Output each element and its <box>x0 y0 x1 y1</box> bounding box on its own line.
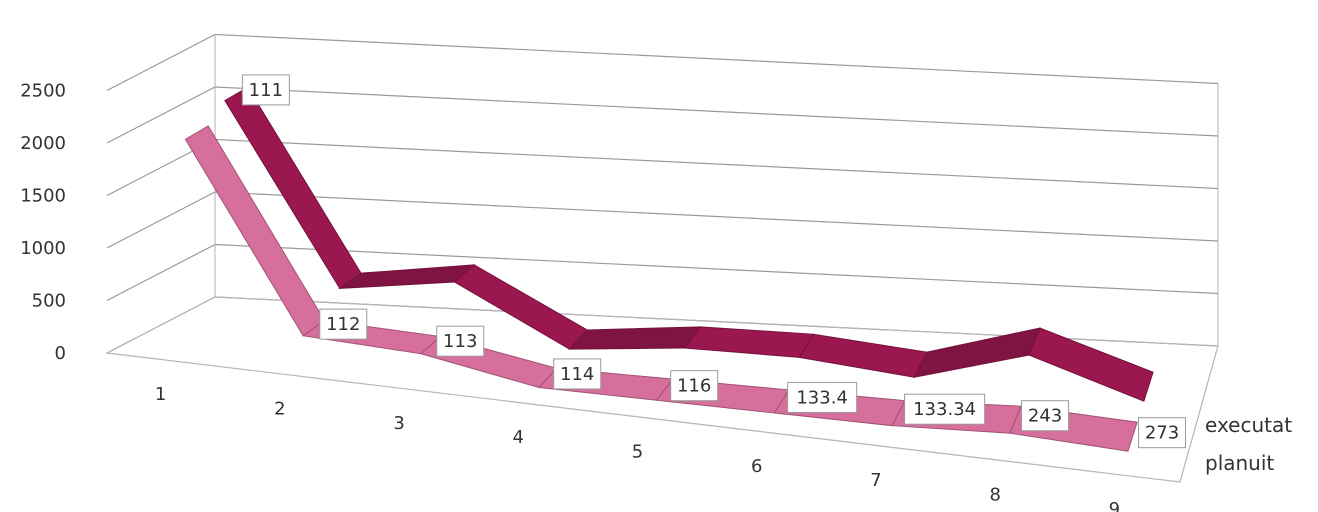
data-label-box <box>553 358 602 390</box>
data-label-text: 111 <box>249 80 283 101</box>
series-label-executat: executat <box>1205 413 1292 437</box>
y-tick-label: 1000 <box>20 238 66 259</box>
data-label-text: 112 <box>326 314 360 335</box>
data-label: 113 <box>436 325 485 357</box>
x-tick-label: 8 <box>989 485 1000 506</box>
executat-line-segment <box>338 264 476 290</box>
executat-line-segment <box>1028 327 1154 402</box>
label-layer: executat 111 planuit 112 113 114 116 133.4 133.3… <box>241 74 1292 475</box>
data-label-text: 133.4 <box>796 387 848 408</box>
data-label-box <box>787 381 858 413</box>
data-label: 116 <box>670 370 719 402</box>
y-tick-label: 1500 <box>20 186 66 207</box>
data-label-box <box>319 308 368 340</box>
x-tick-label: 9 <box>1109 499 1120 512</box>
data-label: 273 <box>1138 417 1187 449</box>
x-tick-label: 1 <box>155 384 166 405</box>
data-label-box <box>904 393 986 425</box>
x-tick-label: 3 <box>393 413 404 434</box>
floor-plane <box>104 296 1219 483</box>
executat-line-segment <box>568 326 702 350</box>
data-label: 133.4 <box>787 381 858 413</box>
x-tick-label: 5 <box>632 442 643 463</box>
executat-line-segment <box>683 326 815 358</box>
grid-layer <box>104 33 1219 483</box>
data-label: 114 <box>553 358 602 390</box>
data-label: 111 <box>241 74 290 106</box>
data-label-text: 273 <box>1145 423 1179 444</box>
executat-line-segment <box>913 327 1041 378</box>
data-label-text: 113 <box>443 331 477 352</box>
data-label-box <box>1021 400 1070 432</box>
series-label-planuit: planuit <box>1205 451 1274 475</box>
y-tick-label: 2000 <box>20 133 66 154</box>
data-label-box <box>436 325 485 357</box>
planuit-line-segment <box>184 125 326 337</box>
data-label: 243 <box>1021 400 1070 432</box>
data-label-box <box>1138 417 1187 449</box>
executat-line-segment <box>798 333 928 378</box>
data-label-text: 243 <box>1028 406 1062 427</box>
data-label: 133.34 <box>904 393 986 425</box>
data-label-text: 114 <box>560 364 594 385</box>
axis-layer: 0 500 1000 1500 2000 2500 1 2 3 4 5 6 7 8 9 <box>20 81 1120 512</box>
x-tick-label: 4 <box>513 427 524 448</box>
data-label-text: 116 <box>677 376 711 397</box>
data-label: 112 <box>319 308 368 340</box>
x-tick-label: 2 <box>274 399 285 420</box>
data-label-box <box>670 370 719 402</box>
y-tick-label: 0 <box>55 343 66 364</box>
data-label-text: 133.34 <box>913 399 976 420</box>
y-tick-label: 2500 <box>20 81 66 102</box>
x-tick-label: 6 <box>751 456 762 477</box>
y-tick-label: 500 <box>32 291 66 312</box>
data-label-box <box>241 74 290 106</box>
series-layer <box>184 86 1154 452</box>
x-tick-label: 7 <box>870 470 881 491</box>
